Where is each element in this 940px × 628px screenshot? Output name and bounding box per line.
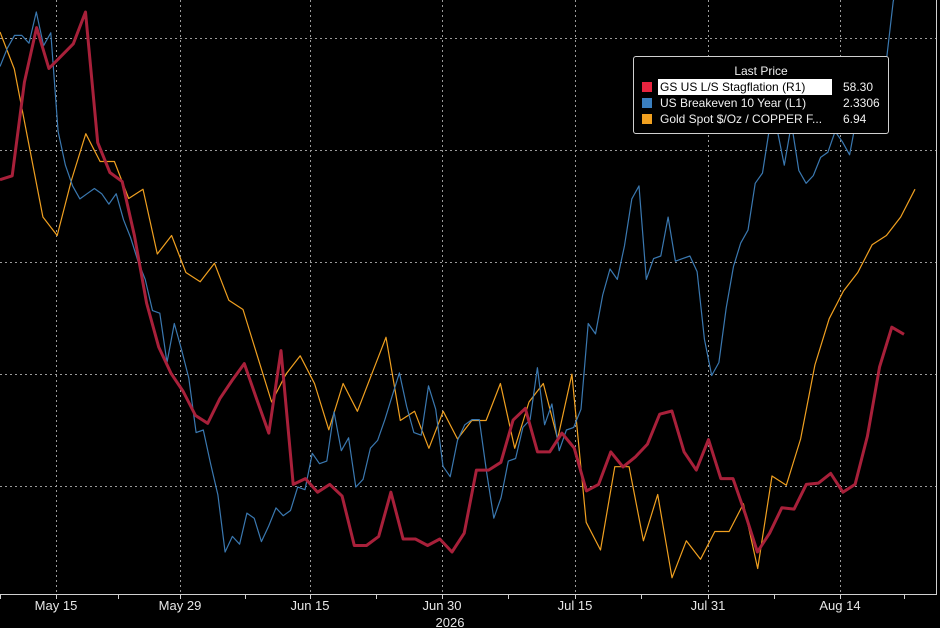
x-tick-label: Jun 15 xyxy=(290,598,329,613)
series-line-breakeven xyxy=(0,0,895,553)
x-axis xyxy=(0,0,937,595)
legend-value-breakeven: 2.3306 xyxy=(843,96,880,110)
legend-entry-gold-copper[interactable]: Gold Spot $/Oz / COPPER F... 6.94 xyxy=(634,111,888,127)
grid xyxy=(0,0,936,594)
x-tick-label: May 29 xyxy=(159,598,202,613)
x-tick-label: Jun 30 xyxy=(422,598,461,613)
legend-value-gold-copper: 6.94 xyxy=(843,112,867,126)
legend: Last Price GS US L/S Stagflation (R1) 58… xyxy=(633,56,889,134)
legend-entry-stagflation[interactable]: GS US L/S Stagflation (R1) 58.30 xyxy=(634,79,888,95)
year-label: 2026 xyxy=(436,615,465,628)
legend-swatch-stagflation xyxy=(642,82,652,92)
legend-title: Last Price xyxy=(734,64,788,78)
legend-label-gold-copper: Gold Spot $/Oz / COPPER F... xyxy=(660,112,823,126)
x-tick-labels: May 15 May 29 Jun 15 Jun 30 Jul 15 Jul 31 Aug … xyxy=(0,594,905,613)
x-tick-label: May 15 xyxy=(35,598,78,613)
x-tick-label: Aug 14 xyxy=(819,598,860,613)
legend-entry-breakeven[interactable]: US Breakeven 10 Year (L1) 2.3306 xyxy=(634,95,888,111)
legend-swatch-gold-copper xyxy=(642,114,652,124)
legend-value-stagflation: 58.30 xyxy=(843,80,874,94)
legend-label-breakeven: US Breakeven 10 Year (L1) xyxy=(660,96,807,110)
x-tick-label: Jul 31 xyxy=(691,598,726,613)
legend-swatch-breakeven xyxy=(642,98,652,108)
x-tick-label: Jul 15 xyxy=(558,598,593,613)
legend-label-stagflation: GS US L/S Stagflation (R1) xyxy=(658,79,832,95)
series-line-stagflation xyxy=(0,10,905,554)
plot-area xyxy=(0,0,916,579)
